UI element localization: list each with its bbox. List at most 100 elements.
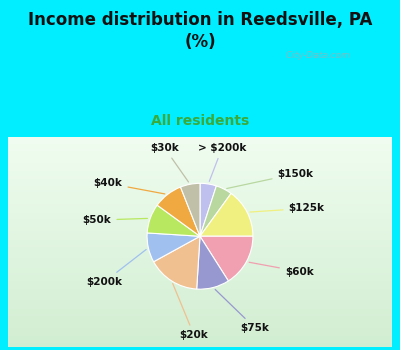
Bar — [8, 318, 392, 319]
Bar — [8, 332, 392, 333]
Bar — [8, 149, 392, 150]
Wedge shape — [200, 236, 253, 281]
Bar — [8, 177, 392, 178]
Bar — [8, 308, 392, 309]
Text: $60k: $60k — [249, 262, 314, 276]
Bar — [8, 317, 392, 318]
Bar — [8, 338, 392, 339]
Bar — [8, 232, 392, 233]
Wedge shape — [157, 187, 200, 236]
Bar — [8, 245, 392, 246]
Bar — [8, 201, 392, 202]
Wedge shape — [200, 186, 231, 236]
Bar — [8, 239, 392, 240]
Bar — [8, 295, 392, 296]
Bar — [8, 178, 392, 180]
Bar — [8, 341, 392, 342]
Bar — [8, 330, 392, 331]
Bar — [8, 277, 392, 278]
Bar — [8, 148, 392, 149]
Bar — [8, 192, 392, 193]
Bar — [8, 206, 392, 207]
Bar — [8, 282, 392, 284]
Bar — [8, 154, 392, 155]
Bar — [8, 176, 392, 177]
Bar — [8, 300, 392, 301]
Bar — [8, 189, 392, 190]
Bar — [8, 191, 392, 192]
Bar — [8, 211, 392, 212]
Bar — [8, 219, 392, 220]
Bar — [8, 164, 392, 165]
Bar — [8, 181, 392, 182]
Bar — [8, 235, 392, 236]
Bar — [8, 324, 392, 326]
Bar — [8, 285, 392, 286]
Bar — [8, 185, 392, 186]
Bar — [8, 336, 392, 337]
Bar — [8, 254, 392, 255]
Bar — [8, 196, 392, 197]
Bar — [8, 188, 392, 189]
Bar — [8, 343, 392, 344]
Bar — [8, 238, 392, 239]
Text: Income distribution in Reedsville, PA
(%): Income distribution in Reedsville, PA (%… — [28, 10, 372, 51]
Bar — [8, 146, 392, 147]
Text: $30k: $30k — [150, 143, 188, 182]
Bar — [8, 228, 392, 229]
Bar — [8, 309, 392, 310]
Bar — [8, 231, 392, 232]
Bar — [8, 264, 392, 265]
Bar — [8, 167, 392, 168]
Bar — [8, 251, 392, 252]
Bar — [8, 203, 392, 204]
Bar — [8, 194, 392, 195]
Bar — [8, 271, 392, 272]
Bar — [8, 153, 392, 154]
Wedge shape — [197, 236, 228, 289]
Bar — [8, 322, 392, 323]
Bar — [8, 299, 392, 300]
Bar — [8, 258, 392, 259]
Text: $40k: $40k — [94, 178, 165, 194]
Bar — [8, 301, 392, 302]
Bar — [8, 184, 392, 185]
Bar — [8, 312, 392, 313]
Bar — [8, 150, 392, 151]
Bar — [8, 227, 392, 228]
Bar — [8, 215, 392, 216]
Bar — [8, 260, 392, 261]
Bar — [8, 243, 392, 244]
Text: City-Data.com: City-Data.com — [280, 51, 350, 61]
Bar — [8, 199, 392, 201]
Bar — [8, 156, 392, 158]
Bar — [8, 342, 392, 343]
Bar — [8, 259, 392, 260]
Bar — [8, 291, 392, 292]
Bar — [8, 294, 392, 295]
Wedge shape — [200, 194, 253, 236]
Bar — [8, 303, 392, 304]
Bar — [8, 311, 392, 312]
Bar — [8, 174, 392, 175]
Bar — [8, 152, 392, 153]
Bar — [8, 316, 392, 317]
Bar — [8, 237, 392, 238]
Bar — [8, 218, 392, 219]
Bar — [8, 273, 392, 274]
Bar — [8, 166, 392, 167]
Bar — [8, 280, 392, 281]
Bar — [8, 269, 392, 270]
Bar — [8, 136, 392, 138]
Text: > $200k: > $200k — [198, 143, 246, 181]
Bar — [8, 241, 392, 243]
Wedge shape — [154, 236, 200, 289]
Bar — [8, 296, 392, 297]
Bar — [8, 171, 392, 172]
Bar — [8, 284, 392, 285]
Bar — [8, 286, 392, 287]
Bar — [8, 288, 392, 289]
Bar — [8, 340, 392, 341]
Bar — [8, 198, 392, 200]
Bar — [8, 240, 392, 241]
